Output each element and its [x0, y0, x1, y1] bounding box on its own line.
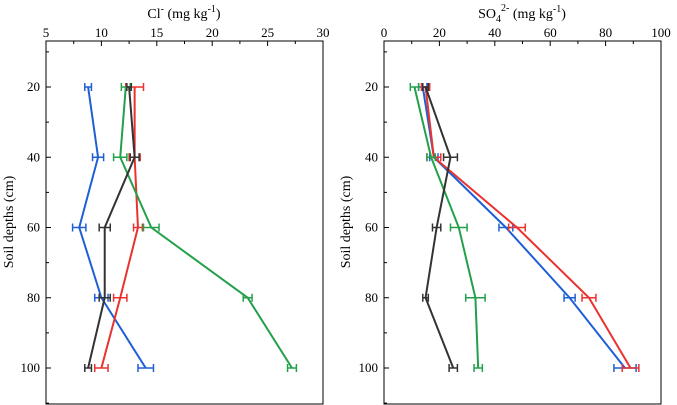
error-bar	[142, 223, 160, 232]
error-bar	[409, 83, 420, 91]
sulfate-panel: SO42- (mg kg-1) Soil depths (cm) 0 20 40 60…	[339, 3, 671, 405]
x-tick-label: 100	[651, 25, 671, 40]
error-bar	[132, 223, 144, 232]
y-axis-label: Soil depths (cm)	[2, 175, 17, 268]
error-bar	[286, 364, 298, 372]
error-bar	[507, 223, 527, 232]
error-bar	[112, 293, 128, 302]
y-tick-label: 60	[365, 220, 378, 235]
y-tick-label: 80	[365, 290, 378, 305]
x-tick-label: 20	[433, 25, 446, 40]
y-tick-label: 40	[365, 149, 378, 164]
y-tick-label: 60	[27, 220, 40, 235]
error-bar	[91, 153, 105, 162]
error-bar	[112, 153, 128, 162]
y-tick-label: 20	[27, 79, 40, 94]
x-tick-label: 30	[317, 25, 330, 40]
series-group	[71, 83, 298, 372]
error-bar	[563, 293, 576, 302]
series-group	[409, 83, 640, 372]
axis-ticks: 0 20 40 60 80 100 20 40 60 80 100	[359, 25, 671, 404]
error-bar	[94, 364, 109, 372]
x-tick-label: 15	[150, 25, 163, 40]
y-tick-label: 100	[21, 360, 41, 375]
error-bar	[448, 364, 459, 372]
chart-title: SO42- (mg kg-1)	[478, 3, 566, 25]
error-bar	[98, 223, 112, 232]
error-bar	[126, 83, 133, 91]
x-tick-label: 0	[381, 25, 388, 40]
series-3	[422, 83, 459, 372]
error-bar	[84, 364, 93, 372]
error-bar	[464, 293, 486, 302]
x-tick-label: 10	[95, 25, 108, 40]
error-bar	[422, 293, 430, 302]
x-tick-label: 20	[206, 25, 219, 40]
error-bar	[98, 293, 112, 302]
y-axis-label: Soil depths (cm)	[339, 175, 354, 268]
series-2	[112, 83, 298, 372]
error-bar	[426, 153, 436, 162]
x-tick-label: 25	[261, 25, 274, 40]
error-bar	[84, 83, 93, 91]
y-tick-label: 20	[365, 79, 378, 94]
series-0	[71, 83, 155, 372]
series-line	[413, 86, 480, 369]
x-tick-label: 80	[599, 25, 612, 40]
y-tick-label: 40	[27, 149, 40, 164]
error-bar	[422, 83, 430, 91]
x-tick-label: 60	[544, 25, 557, 40]
y-tick-label: 100	[359, 360, 379, 375]
error-bar	[129, 153, 140, 162]
error-bar	[71, 223, 87, 232]
error-bar	[473, 364, 484, 372]
series-1	[94, 83, 145, 372]
series-2	[409, 83, 486, 372]
error-bar	[581, 293, 597, 302]
series-3	[84, 83, 140, 372]
error-bar	[242, 293, 253, 302]
x-tick-label: 5	[43, 25, 50, 40]
y-tick-label: 80	[27, 290, 40, 305]
error-bar	[442, 153, 459, 162]
error-bar	[621, 364, 640, 372]
chloride-panel: Cl- (mg kg-1) Soil depths (cm) 5 10 15 20 25…	[2, 4, 330, 405]
error-bar	[137, 364, 155, 372]
error-bar	[431, 223, 442, 232]
chart-title: Cl- (mg kg-1)	[147, 4, 220, 22]
error-bar	[449, 223, 468, 232]
x-tick-label: 40	[488, 25, 501, 40]
axis-ticks: 5 10 15 20 25 30 20 40 60 80 100	[21, 25, 330, 404]
